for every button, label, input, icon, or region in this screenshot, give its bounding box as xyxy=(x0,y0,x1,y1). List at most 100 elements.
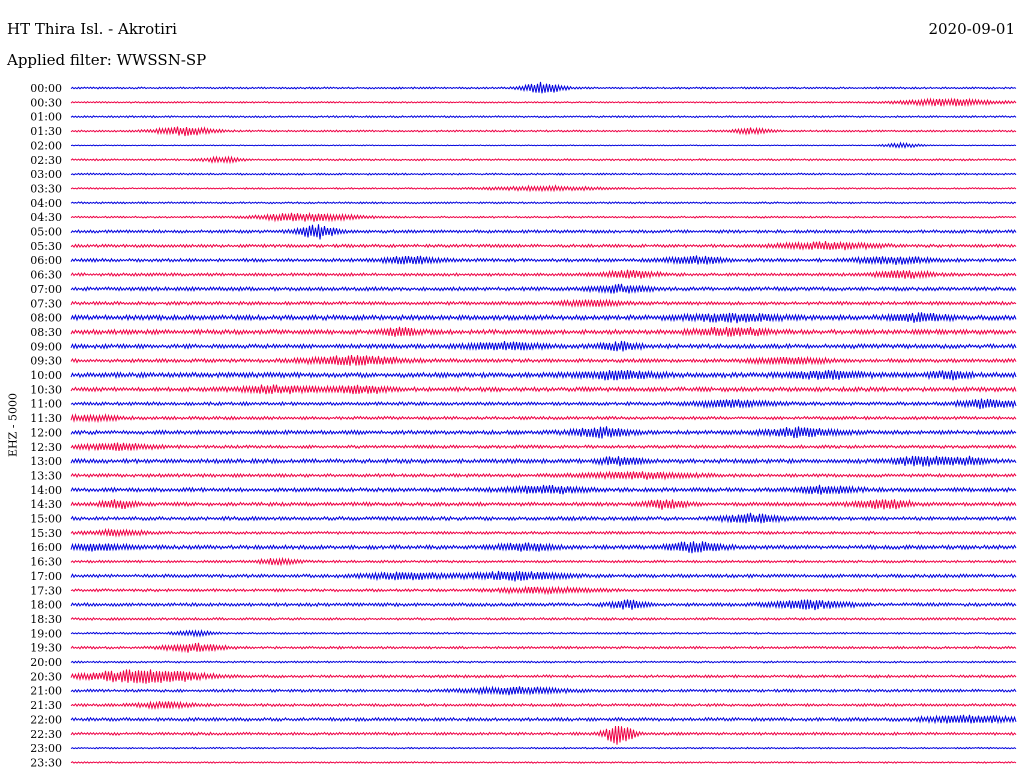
trace-1900 xyxy=(70,629,1017,638)
tick-label: 05:30 xyxy=(30,240,62,253)
trace-1300 xyxy=(70,455,1017,467)
tick-label: 00:30 xyxy=(30,96,62,109)
tick-label: 00:00 xyxy=(30,82,62,95)
trace-0230 xyxy=(70,155,1017,165)
filter-label: Applied filter: WWSSN-SP xyxy=(7,51,207,69)
trace-1730 xyxy=(70,585,1017,596)
tick-label: 03:30 xyxy=(30,182,62,195)
tick-label: 18:00 xyxy=(30,599,62,612)
tick-label: 04:00 xyxy=(30,197,62,210)
tick-label: 01:00 xyxy=(30,111,62,124)
tick-label: 15:30 xyxy=(30,527,62,540)
trace-0030 xyxy=(70,97,1017,108)
tick-label: 11:30 xyxy=(30,412,62,425)
tick-label: 17:30 xyxy=(30,584,62,597)
trace-1400 xyxy=(70,484,1017,495)
tick-label: 12:30 xyxy=(30,441,62,454)
trace-0100 xyxy=(70,115,1017,119)
tick-label: 13:30 xyxy=(30,469,62,482)
trace-2230 xyxy=(70,725,1017,745)
trace-1000 xyxy=(70,369,1017,381)
trace-1430 xyxy=(70,498,1017,510)
tick-label: 04:30 xyxy=(30,211,62,224)
tick-label: 23:30 xyxy=(30,756,62,769)
tick-label: 15:00 xyxy=(30,513,62,526)
trace-0400 xyxy=(70,201,1017,205)
tick-label: 10:00 xyxy=(30,369,62,382)
tick-label: 08:30 xyxy=(30,326,62,339)
trace-2000 xyxy=(70,660,1017,664)
trace-0930 xyxy=(70,355,1017,366)
tick-label: 14:00 xyxy=(30,484,62,497)
tick-label: 17:00 xyxy=(30,570,62,583)
tick-label: 13:00 xyxy=(30,455,62,468)
tick-label: 02:00 xyxy=(30,139,62,152)
trace-0800 xyxy=(70,312,1017,324)
tick-label: 22:30 xyxy=(30,728,62,741)
tick-label: 19:00 xyxy=(30,627,62,640)
trace-0530 xyxy=(70,240,1017,251)
trace-0300 xyxy=(70,172,1017,176)
tick-label: 07:00 xyxy=(30,283,62,296)
tick-label: 01:30 xyxy=(30,125,62,138)
station-title: HT Thira Isl. - Akrotiri xyxy=(7,20,177,38)
trace-0900 xyxy=(70,340,1017,352)
trace-1830 xyxy=(70,616,1017,622)
tick-label: 05:00 xyxy=(30,226,62,239)
tick-label: 16:00 xyxy=(30,541,62,554)
tick-label: 09:30 xyxy=(30,355,62,368)
trace-0830 xyxy=(70,326,1017,337)
tick-label: 09:00 xyxy=(30,340,62,353)
trace-1100 xyxy=(70,398,1017,410)
trace-2300 xyxy=(70,746,1017,750)
trace-1930 xyxy=(70,642,1017,654)
trace-0200 xyxy=(70,141,1017,149)
tick-label: 14:30 xyxy=(30,498,62,511)
tick-label: 20:00 xyxy=(30,656,62,669)
trace-1230 xyxy=(70,442,1017,452)
date-label: 2020-09-01 xyxy=(928,20,1015,38)
trace-0000 xyxy=(70,81,1017,94)
trace-0500 xyxy=(70,224,1017,240)
trace-2030 xyxy=(70,669,1017,684)
tick-label: 03:00 xyxy=(30,168,62,181)
tick-label: 07:30 xyxy=(30,297,62,310)
tick-label: 08:00 xyxy=(30,312,62,325)
trace-1500 xyxy=(70,512,1017,524)
tick-label: 06:00 xyxy=(30,254,62,267)
trace-0730 xyxy=(70,298,1017,308)
tick-label: 02:30 xyxy=(30,154,62,167)
tick-label: 18:30 xyxy=(30,613,62,626)
trace-1200 xyxy=(70,426,1017,439)
trace-2100 xyxy=(70,685,1017,696)
tick-label: 16:30 xyxy=(30,556,62,569)
trace-0430 xyxy=(70,211,1017,223)
trace-2200 xyxy=(70,714,1017,725)
trace-1030 xyxy=(70,384,1017,395)
trace-0330 xyxy=(70,184,1017,193)
trace-1600 xyxy=(70,541,1017,554)
tick-label: 19:30 xyxy=(30,642,62,655)
tick-label: 23:00 xyxy=(30,742,62,755)
trace-2130 xyxy=(70,700,1017,710)
trace-1130 xyxy=(70,412,1017,424)
trace-1800 xyxy=(70,599,1017,611)
tick-label: 10:30 xyxy=(30,383,62,396)
trace-1630 xyxy=(70,556,1017,567)
tick-label: 22:00 xyxy=(30,713,62,726)
trace-0700 xyxy=(70,283,1017,295)
trace-1330 xyxy=(70,470,1017,481)
trace-0600 xyxy=(70,255,1017,266)
trace-0130 xyxy=(70,126,1017,137)
tick-label: 21:00 xyxy=(30,685,62,698)
tick-label: 20:30 xyxy=(30,670,62,683)
tick-label: 21:30 xyxy=(30,699,62,712)
trace-1700 xyxy=(70,570,1017,582)
tick-label: 12:00 xyxy=(30,426,62,439)
tick-label: 11:00 xyxy=(30,398,62,411)
trace-2330 xyxy=(70,761,1017,764)
trace-0630 xyxy=(70,269,1017,280)
trace-1530 xyxy=(70,527,1017,538)
tick-label: 06:30 xyxy=(30,269,62,282)
